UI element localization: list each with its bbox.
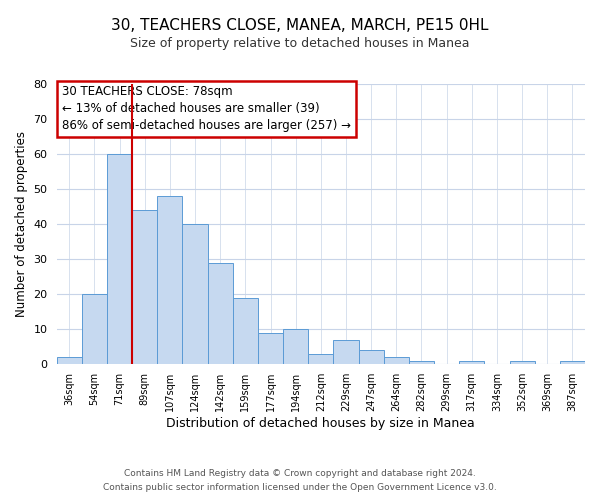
Bar (233, 298, 258, 364)
Text: 30 TEACHERS CLOSE: 78sqm
← 13% of detached houses are smaller (39)
86% of semi-d: 30 TEACHERS CLOSE: 78sqm ← 13% of detach… (62, 86, 351, 132)
Bar (459, 361, 484, 364)
Y-axis label: Number of detached properties: Number of detached properties (15, 131, 28, 317)
X-axis label: Distribution of detached houses by size in Manea: Distribution of detached houses by size … (166, 417, 475, 430)
Bar (509, 361, 535, 364)
Text: Size of property relative to detached houses in Manea: Size of property relative to detached ho… (130, 38, 470, 51)
Text: 30, TEACHERS CLOSE, MANEA, MARCH, PE15 0HL: 30, TEACHERS CLOSE, MANEA, MARCH, PE15 0… (111, 18, 489, 32)
Bar (384, 358, 409, 364)
Bar (560, 361, 585, 364)
Bar (182, 224, 208, 364)
Bar (258, 333, 283, 364)
Bar (57, 358, 82, 364)
Bar (107, 154, 132, 364)
Bar (409, 361, 434, 364)
Bar (308, 354, 334, 364)
Bar (82, 294, 107, 364)
Bar (359, 350, 384, 364)
Bar (334, 340, 359, 364)
Bar (157, 196, 182, 364)
Bar (132, 210, 157, 364)
Text: Contains public sector information licensed under the Open Government Licence v3: Contains public sector information licen… (103, 484, 497, 492)
Text: Contains HM Land Registry data © Crown copyright and database right 2024.: Contains HM Land Registry data © Crown c… (124, 468, 476, 477)
Bar (208, 263, 233, 364)
Bar (283, 330, 308, 364)
